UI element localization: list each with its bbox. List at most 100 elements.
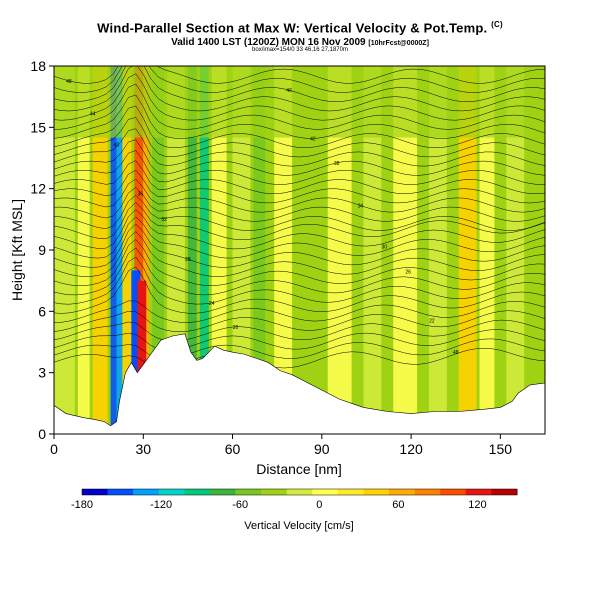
isentrope-label: 48: [453, 350, 459, 356]
colorbar-tick-label: 120: [468, 499, 486, 511]
velocity-band: [187, 66, 197, 434]
colorbar-swatch: [82, 489, 109, 495]
isentrope-label: 38: [334, 161, 340, 167]
isentrope-line: [54, 178, 545, 213]
velocity-band: [393, 66, 418, 434]
y-tick-label: 18: [30, 58, 46, 74]
colorbar-tick-label: -60: [232, 499, 248, 511]
isentrope-line: [54, 128, 545, 167]
forecast-info: [10hrFcst@0000Z]: [368, 40, 429, 47]
isentrope-contours: [54, 66, 545, 369]
colorbar-swatch: [414, 489, 441, 495]
colorbar-swatch: [312, 489, 339, 495]
isentrope-line: [54, 329, 545, 351]
y-tick-label: 9: [38, 242, 46, 258]
isentrope-label: 34: [358, 203, 364, 209]
x-tick-label: 90: [314, 441, 330, 457]
isentrope-line: [54, 139, 545, 176]
x-tick-label: 30: [135, 441, 151, 457]
x-axis: 0 30 60 90 120 150: [50, 434, 512, 457]
valid-time: Valid 1400 LST (1200Z) MON 16 Nov 2009: [171, 37, 366, 48]
velocity-band: [253, 66, 266, 434]
chart-title-text: Wind-Parallel Section at Max W: Vertical…: [97, 20, 488, 36]
isentrope-line: [54, 66, 545, 103]
isentrope-line: [54, 347, 545, 369]
colorbar-swatch: [337, 489, 364, 495]
isentrope-line: [54, 256, 545, 305]
y-axis: 0 3 6 9 12 15 18: [30, 58, 54, 442]
isentrope-line: [54, 247, 545, 296]
isentrope-label: 44: [90, 112, 96, 118]
velocity-band: [298, 66, 322, 434]
y-tick-label: 15: [30, 119, 46, 135]
colorbar-swatch: [491, 489, 518, 495]
isentrope-line: [54, 223, 545, 268]
isentrope-line: [54, 83, 545, 130]
velocity-band: [274, 66, 293, 434]
chart-title: Wind-Parallel Section at Max W: Vertical…: [0, 20, 600, 35]
isentrope-line: [54, 105, 545, 148]
isentrope-line: [54, 239, 545, 287]
velocity-band: [143, 66, 150, 434]
downdraft-core: [131, 270, 141, 373]
velocity-band: [122, 66, 132, 434]
isentrope-label: 40: [114, 142, 120, 148]
isentrope-label: 30: [382, 245, 388, 251]
velocity-band: [77, 66, 90, 434]
velocity-band: [479, 66, 495, 434]
copyright-mark: (C): [491, 20, 503, 29]
isentrope-line: [54, 194, 545, 231]
velocity-band: [152, 66, 165, 434]
colorbar-swatch: [363, 489, 390, 495]
isentrope-line: [54, 160, 545, 195]
velocity-band: [211, 66, 227, 434]
velocity-band: [199, 66, 209, 434]
terrain-mask: [54, 333, 545, 434]
velocity-band: [428, 66, 447, 434]
colorbar-tick-label: -120: [150, 499, 172, 511]
isentrope-line: [54, 169, 545, 204]
isentrope-label: 36: [138, 192, 144, 198]
isentrope-line: [54, 73, 545, 121]
isentrope-line: [54, 202, 545, 240]
plot-area: 48 46 44 42 40 38 36 34 32 30 28 26 24 22 20 48: [54, 66, 545, 434]
isentrope-label: 26: [405, 269, 411, 275]
chart-subtitle-small: box/imax=154/0 33 46,16 27,1870m: [252, 47, 348, 53]
isentrope-labels: 48 46 44 42 40 38 36 34 32 30 28 26 24 22 20 48: [66, 79, 459, 356]
isentrope-label: 42: [310, 137, 316, 143]
isentrope-line: [54, 300, 545, 323]
colorbar-swatch: [286, 489, 313, 495]
x-tick-label: 0: [50, 441, 58, 457]
isentrope-line: [54, 66, 545, 84]
colorbar-tick-label: 0: [316, 499, 322, 511]
isentrope-line: [54, 150, 545, 185]
colorbar-swatch: [440, 489, 467, 495]
isentrope-label: 22: [429, 319, 435, 325]
isentrope-line: [54, 187, 545, 222]
colorbar-swatch: [389, 489, 416, 495]
y-axis-title: Height [Kft MSL]: [9, 199, 25, 301]
colorbar-swatch: [209, 489, 237, 495]
colorbar-swatch: [133, 489, 160, 495]
isentrope-line: [54, 66, 545, 112]
y-tick-label: 6: [38, 303, 46, 319]
isentrope-line: [54, 266, 545, 314]
colorbar-swatch: [184, 489, 211, 495]
x-axis-title: Distance [nm]: [256, 461, 342, 477]
isentrope-line: [54, 319, 545, 342]
isentrope-line: [54, 231, 545, 277]
isentrope-line: [54, 338, 545, 360]
isentrope-label: 46: [286, 88, 292, 94]
isentrope-label: 32: [161, 217, 167, 223]
isentrope-label: 28: [185, 257, 191, 263]
colorbar-swatch: [261, 489, 288, 495]
y-tick-label: 12: [30, 181, 46, 197]
colorbar-tick-label: 60: [392, 499, 404, 511]
x-tick-label: 60: [225, 441, 241, 457]
isentrope-label: 24: [209, 301, 215, 307]
isentrope-label: 20: [233, 325, 239, 331]
velocity-band: [110, 66, 117, 434]
y-tick-label: 3: [38, 365, 46, 381]
y-tick-label: 0: [38, 426, 46, 442]
